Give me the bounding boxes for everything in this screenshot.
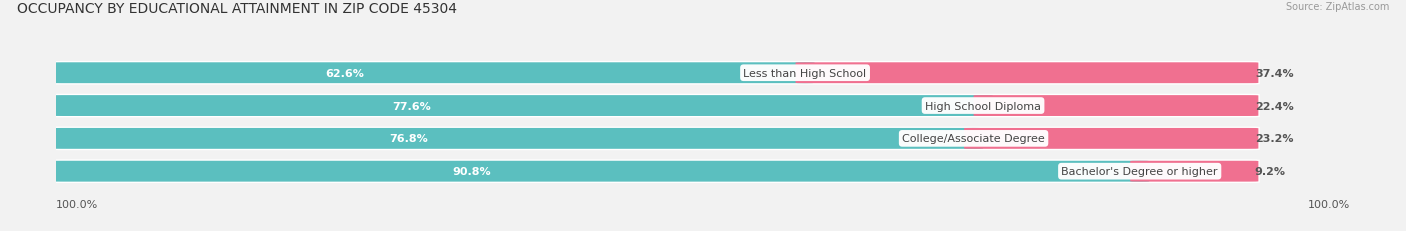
FancyBboxPatch shape [796, 63, 1258, 84]
FancyBboxPatch shape [973, 96, 1258, 116]
Text: Bachelor's Degree or higher: Bachelor's Degree or higher [1062, 167, 1218, 176]
Text: 62.6%: 62.6% [325, 68, 364, 78]
FancyBboxPatch shape [52, 128, 1258, 149]
FancyBboxPatch shape [52, 161, 1258, 182]
FancyBboxPatch shape [52, 128, 983, 149]
FancyBboxPatch shape [52, 161, 1149, 182]
FancyBboxPatch shape [52, 96, 1258, 116]
Text: 37.4%: 37.4% [1254, 68, 1294, 78]
Text: 23.2%: 23.2% [1254, 134, 1294, 144]
Text: High School Diploma: High School Diploma [925, 101, 1040, 111]
Text: OCCUPANCY BY EDUCATIONAL ATTAINMENT IN ZIP CODE 45304: OCCUPANCY BY EDUCATIONAL ATTAINMENT IN Z… [17, 2, 457, 16]
Text: Source: ZipAtlas.com: Source: ZipAtlas.com [1285, 2, 1389, 12]
Text: 76.8%: 76.8% [389, 134, 427, 144]
Text: 100.0%: 100.0% [56, 199, 98, 209]
Text: Less than High School: Less than High School [744, 68, 866, 78]
FancyBboxPatch shape [52, 63, 1258, 84]
Text: 77.6%: 77.6% [392, 101, 432, 111]
FancyBboxPatch shape [1130, 161, 1258, 182]
Text: 9.2%: 9.2% [1254, 167, 1286, 176]
Text: College/Associate Degree: College/Associate Degree [903, 134, 1045, 144]
Text: 100.0%: 100.0% [1308, 199, 1350, 209]
Legend: Owner-occupied, Renter-occupied: Owner-occupied, Renter-occupied [583, 229, 823, 231]
FancyBboxPatch shape [52, 63, 814, 84]
FancyBboxPatch shape [965, 128, 1258, 149]
FancyBboxPatch shape [52, 96, 993, 116]
Text: 22.4%: 22.4% [1254, 101, 1294, 111]
Text: 90.8%: 90.8% [453, 167, 491, 176]
